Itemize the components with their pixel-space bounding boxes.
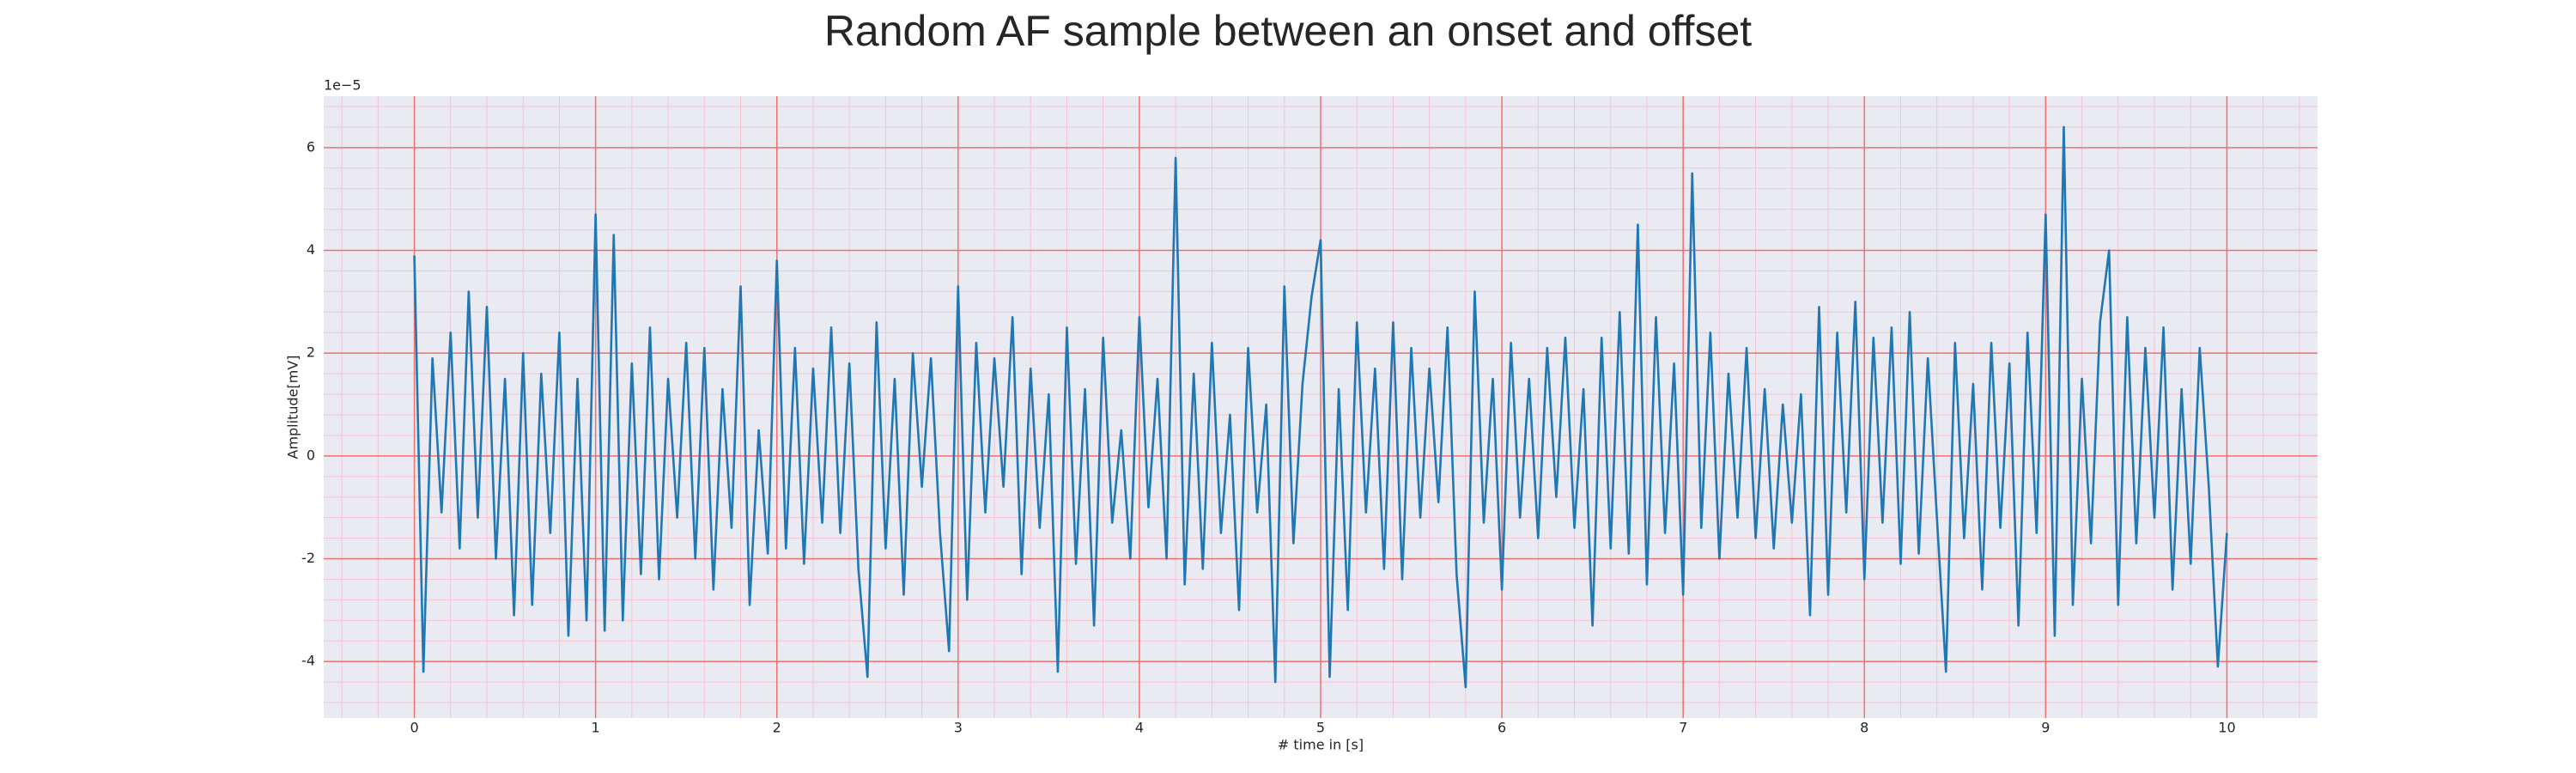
x-tick-label: 5 bbox=[1316, 720, 1325, 736]
y-tick-label: 2 bbox=[307, 344, 315, 361]
chart-title: Random AF sample between an onset and of… bbox=[824, 7, 1752, 55]
x-tick-label: 0 bbox=[410, 720, 418, 736]
grid bbox=[324, 96, 2318, 718]
y-tick-label: -4 bbox=[301, 653, 315, 669]
x-tick-label: 6 bbox=[1498, 720, 1506, 736]
series bbox=[413, 125, 2228, 689]
x-tick-label: 1 bbox=[592, 720, 600, 736]
labels: 0 1 2 3 4 5 6 7 8 9 10 -4 -2 0 2 4 6 bbox=[301, 138, 2236, 735]
x-axis-label: # time in [s] bbox=[1278, 737, 1364, 753]
y-offset-label: 1e−5 bbox=[324, 77, 361, 94]
y-axis-label: Amplitude[mV] bbox=[285, 355, 301, 459]
y-tick-label: 4 bbox=[307, 241, 315, 258]
x-tick-label: 2 bbox=[773, 720, 781, 736]
x-tick-label: 8 bbox=[1860, 720, 1868, 736]
x-tick-label: 3 bbox=[954, 720, 963, 736]
x-tick-label: 4 bbox=[1135, 720, 1144, 736]
y-tick-label: 6 bbox=[307, 138, 315, 155]
y-tick-label: -2 bbox=[301, 550, 315, 566]
x-tick-label: 9 bbox=[2041, 720, 2050, 736]
signal-line bbox=[413, 125, 2228, 689]
x-tick-label: 10 bbox=[2218, 720, 2235, 736]
y-tick-label: 0 bbox=[307, 447, 315, 463]
x-tick-label: 7 bbox=[1679, 720, 1687, 736]
